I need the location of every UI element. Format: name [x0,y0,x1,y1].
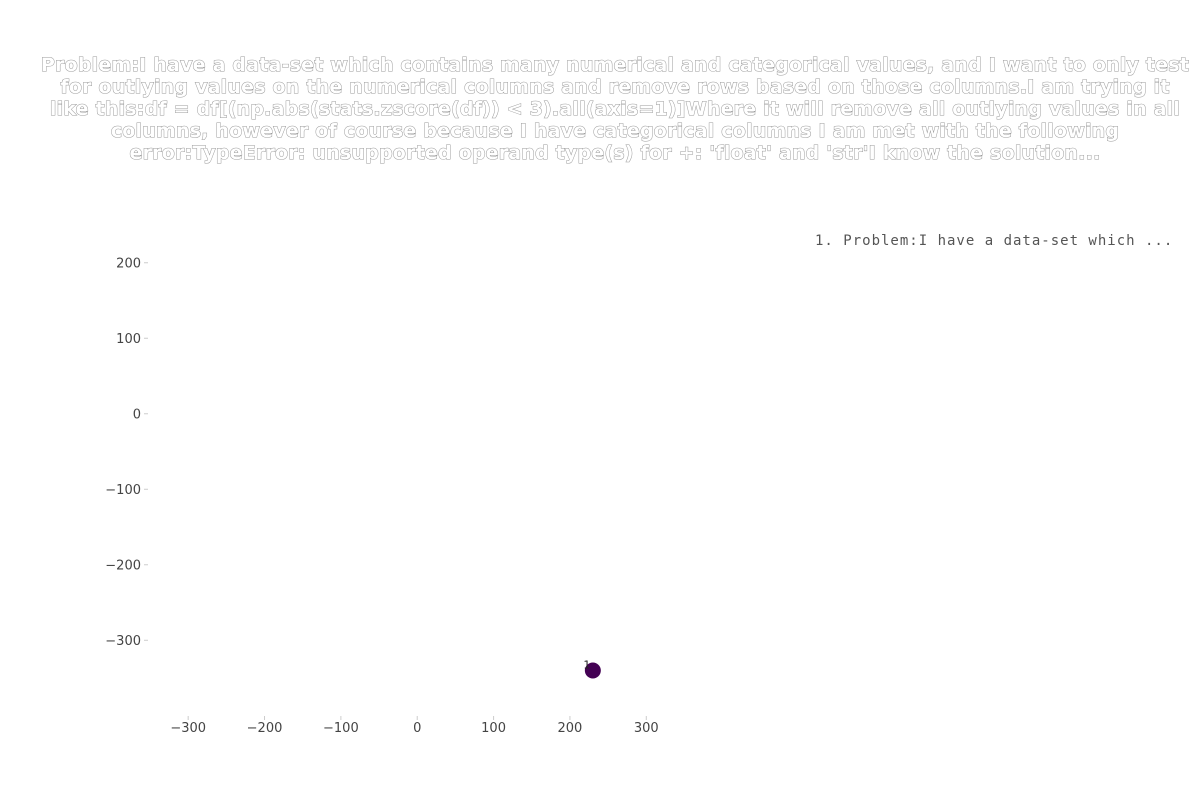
y-tick-label: −300 [105,634,141,649]
y-tick-label: 100 [116,332,141,347]
x-tick-label: 100 [481,721,506,736]
y-tick-label: −200 [105,558,141,573]
x-tick-label: 0 [413,721,421,736]
y-tick-label: 200 [116,256,141,271]
chart-title: Problem:I have a data-set which contains… [40,54,1190,165]
x-tick-label: −200 [247,721,283,736]
data-point-label: 1 [583,658,590,671]
y-tick-label: −100 [105,483,141,498]
data-points: 1 [583,658,601,679]
y-tick-label: 0 [133,407,141,422]
x-tick-label: 300 [634,721,659,736]
legend: 1. Problem:I have a data-set which ... [815,233,1173,249]
legend-entry: 1. Problem:I have a data-set which ... [815,233,1173,249]
x-tick-label: −300 [170,721,206,736]
x-tick-label: 200 [558,721,583,736]
x-tick-label: −100 [323,721,359,736]
axes: −300 −200 −100 0 100 200 300 200 100 0 −100 −200 −30… [105,224,716,736]
data-point [584,662,601,679]
